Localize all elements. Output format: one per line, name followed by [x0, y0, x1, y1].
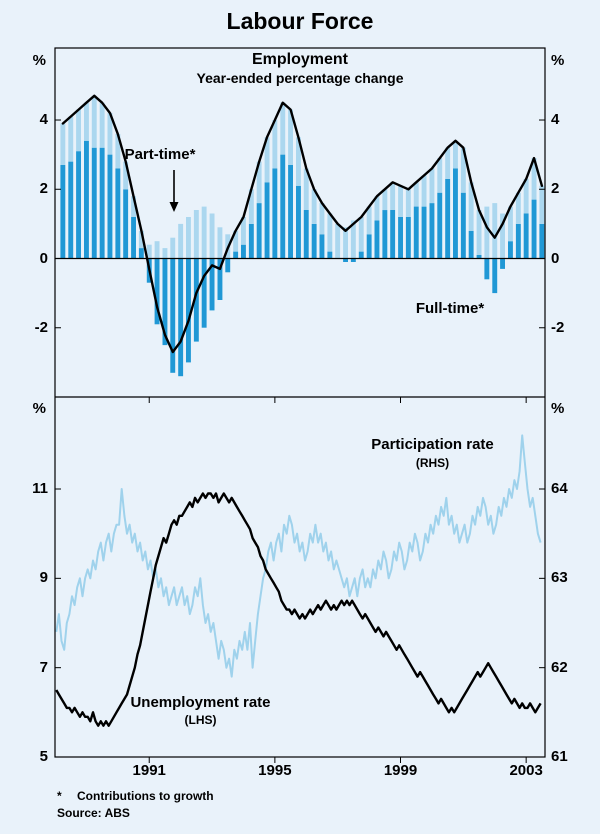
unemployment-rate-annotation: Unemployment rate: [130, 694, 271, 711]
panel2-right-unit-label: %: [551, 400, 565, 417]
panel2-left-unit-label: %: [32, 400, 46, 417]
participation-rate-annotation: Participation rate: [371, 436, 494, 453]
employment-total-line: [61, 94, 544, 354]
panel1-left-unit-label: %: [32, 52, 46, 69]
part-time-arrow: [169, 170, 179, 212]
source-note: Source: ABS: [57, 806, 130, 820]
unemployment-rate-axis-annotation: (LHS): [184, 713, 217, 727]
participation-rate-axis-annotation: (RHS): [415, 456, 450, 470]
panel1-title: Employment: [251, 51, 348, 68]
employment-contribution-bars: [60, 95, 545, 377]
page-title: Labour Force: [226, 8, 374, 34]
panel1-right-unit-label: %: [551, 52, 565, 69]
participation-rate-line: [55, 434, 542, 678]
footnote: * Contributions to growth: [57, 789, 214, 803]
part-time-annotation: Part-time*: [124, 146, 196, 163]
chart-frame: [54, 47, 546, 758]
footnote-text: Contributions to growth: [77, 789, 214, 803]
panel1-subtitle: Year-ended percentage change: [196, 70, 404, 86]
footnote-marker: *: [57, 789, 62, 803]
full-time-annotation: Full-time*: [415, 300, 485, 317]
axis-ticks: [55, 119, 545, 763]
unemployment-rate-line: [55, 492, 542, 727]
